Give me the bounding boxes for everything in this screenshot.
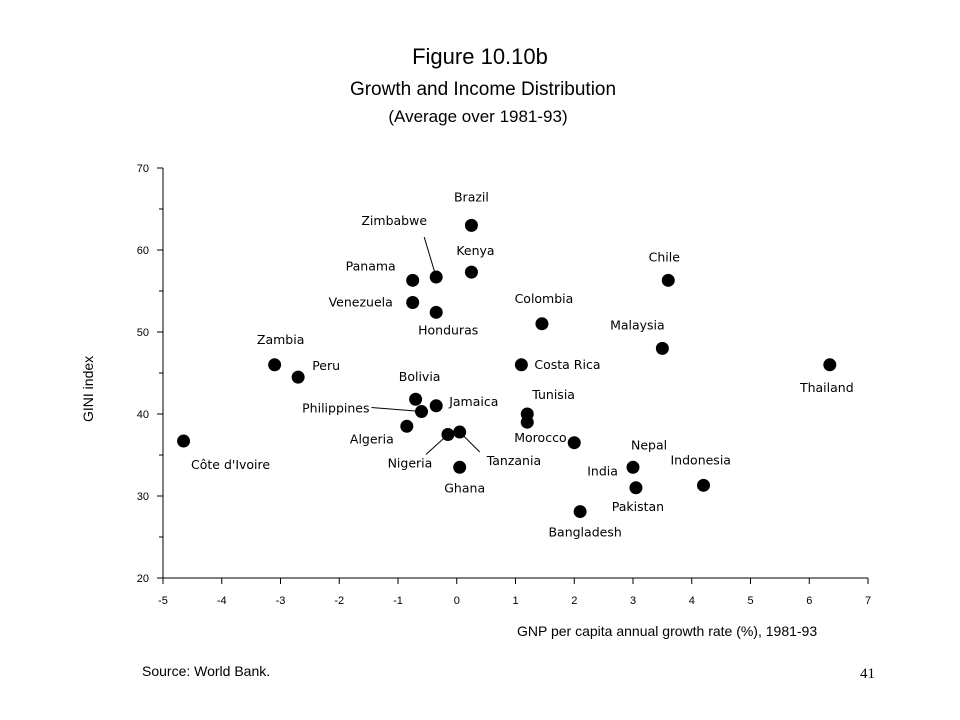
figure-subtitle: Growth and Income Distribution bbox=[350, 79, 616, 100]
label-jamaica: Jamaica bbox=[448, 394, 498, 409]
x-tick-label: 6 bbox=[806, 595, 812, 607]
point-india bbox=[567, 436, 581, 450]
label-morocco: Morocco bbox=[514, 430, 566, 445]
point-tanzania bbox=[453, 425, 467, 439]
point-ghana bbox=[453, 460, 467, 474]
label-nigeria: Nigeria bbox=[388, 456, 433, 471]
point-labels: Brazil Zimbabwe Kenya Panama Chile Venezuela H… bbox=[191, 189, 854, 539]
point-c-te-d-ivoire bbox=[177, 434, 191, 448]
point-indonesia bbox=[697, 478, 710, 492]
label-indonesia: Indonesia bbox=[671, 452, 731, 467]
x-tick-label: 0 bbox=[454, 595, 460, 607]
point-zambia bbox=[268, 358, 282, 372]
y-tick-label: 30 bbox=[137, 491, 149, 503]
point-venezuela bbox=[406, 295, 420, 309]
point-zimbabwe bbox=[429, 270, 443, 284]
figure-title: Figure 10.10b bbox=[412, 44, 548, 69]
point-colombia bbox=[535, 317, 549, 331]
leader-zimbabwe bbox=[423, 236, 437, 278]
point-honduras bbox=[429, 305, 443, 319]
label-philippines: Philippines bbox=[302, 401, 369, 416]
label-malaysia: Malaysia bbox=[610, 317, 665, 332]
point-bangladesh bbox=[573, 505, 587, 519]
label-tanzania: Tanzania bbox=[486, 453, 541, 468]
y-tick-label: 70 bbox=[137, 163, 149, 175]
source-note: Source: World Bank. bbox=[142, 663, 270, 679]
x-tick-label: 4 bbox=[689, 595, 695, 607]
label-peru: Peru bbox=[312, 358, 340, 373]
leader-philippines bbox=[371, 407, 422, 413]
label-india: India bbox=[587, 464, 618, 479]
label-bangladesh: Bangladesh bbox=[548, 525, 621, 540]
y-tick-label: 60 bbox=[137, 245, 149, 257]
label-algeria: Algeria bbox=[350, 431, 394, 446]
point-pakistan bbox=[629, 481, 643, 495]
point-morocco bbox=[520, 415, 534, 429]
label-colombia: Colombia bbox=[515, 291, 574, 306]
point-panama bbox=[406, 273, 420, 287]
x-axis-title: GNP per capita annual growth rate (%), 1… bbox=[517, 623, 817, 639]
point-bolivia bbox=[409, 392, 423, 406]
x-tick-label: -2 bbox=[334, 595, 344, 607]
point-peru bbox=[291, 370, 305, 384]
point-algeria bbox=[400, 419, 414, 433]
y-tick-label: 40 bbox=[137, 409, 149, 421]
point-philippines bbox=[415, 405, 428, 419]
point-jamaica bbox=[429, 399, 443, 413]
x-tick-label: -4 bbox=[217, 595, 227, 607]
label-kenya: Kenya bbox=[456, 243, 494, 258]
label-pakistan: Pakistan bbox=[612, 499, 664, 514]
x-tick-label: -3 bbox=[276, 595, 286, 607]
y-tick-label: 50 bbox=[137, 327, 149, 339]
label-venezuela: Venezuela bbox=[329, 294, 393, 309]
x-tick-label: 7 bbox=[865, 595, 871, 607]
point-malaysia bbox=[655, 341, 669, 355]
label-costa-rica: Costa Rica bbox=[534, 357, 600, 372]
y-axis-title: GINI index bbox=[80, 356, 96, 422]
label-honduras: Honduras bbox=[418, 322, 478, 337]
label-bolivia: Bolivia bbox=[399, 369, 441, 384]
x-tick-label: 1 bbox=[512, 595, 518, 607]
x-tick-label: 3 bbox=[630, 595, 636, 607]
label-nepal: Nepal bbox=[631, 437, 667, 452]
label-thailand: Thailand bbox=[799, 380, 854, 395]
point-nepal bbox=[626, 460, 640, 474]
label-zimbabwe: Zimbabwe bbox=[361, 213, 427, 228]
x-tick-label: 2 bbox=[571, 595, 577, 607]
page-number: 41 bbox=[860, 666, 875, 682]
axes: 20 30 40 50 60 70 -5 -4 -3 -2 -1 0 1 2 3 4 5 6 7 bbox=[137, 163, 871, 607]
point-kenya bbox=[464, 265, 478, 279]
label-c-te-d-ivoire: Côte d'Ivoire bbox=[191, 457, 270, 472]
point-brazil bbox=[464, 218, 478, 232]
data-points bbox=[177, 218, 837, 519]
x-tick-label: -5 bbox=[158, 595, 168, 607]
y-tick-label: 20 bbox=[137, 573, 149, 585]
x-tick-label: 5 bbox=[747, 595, 753, 607]
label-panama: Panama bbox=[346, 258, 396, 273]
label-tunisia: Tunisia bbox=[531, 387, 575, 402]
point-nigeria bbox=[441, 428, 455, 441]
point-chile bbox=[661, 273, 675, 287]
label-zambia: Zambia bbox=[257, 332, 304, 347]
label-chile: Chile bbox=[649, 249, 681, 264]
label-brazil: Brazil bbox=[454, 189, 489, 204]
point-costa-rica bbox=[514, 358, 528, 372]
point-thailand bbox=[823, 358, 837, 372]
x-tick-label: -1 bbox=[393, 595, 403, 607]
label-ghana: Ghana bbox=[444, 480, 485, 495]
figure-subtitle-period: (Average over 1981-93) bbox=[388, 107, 567, 126]
